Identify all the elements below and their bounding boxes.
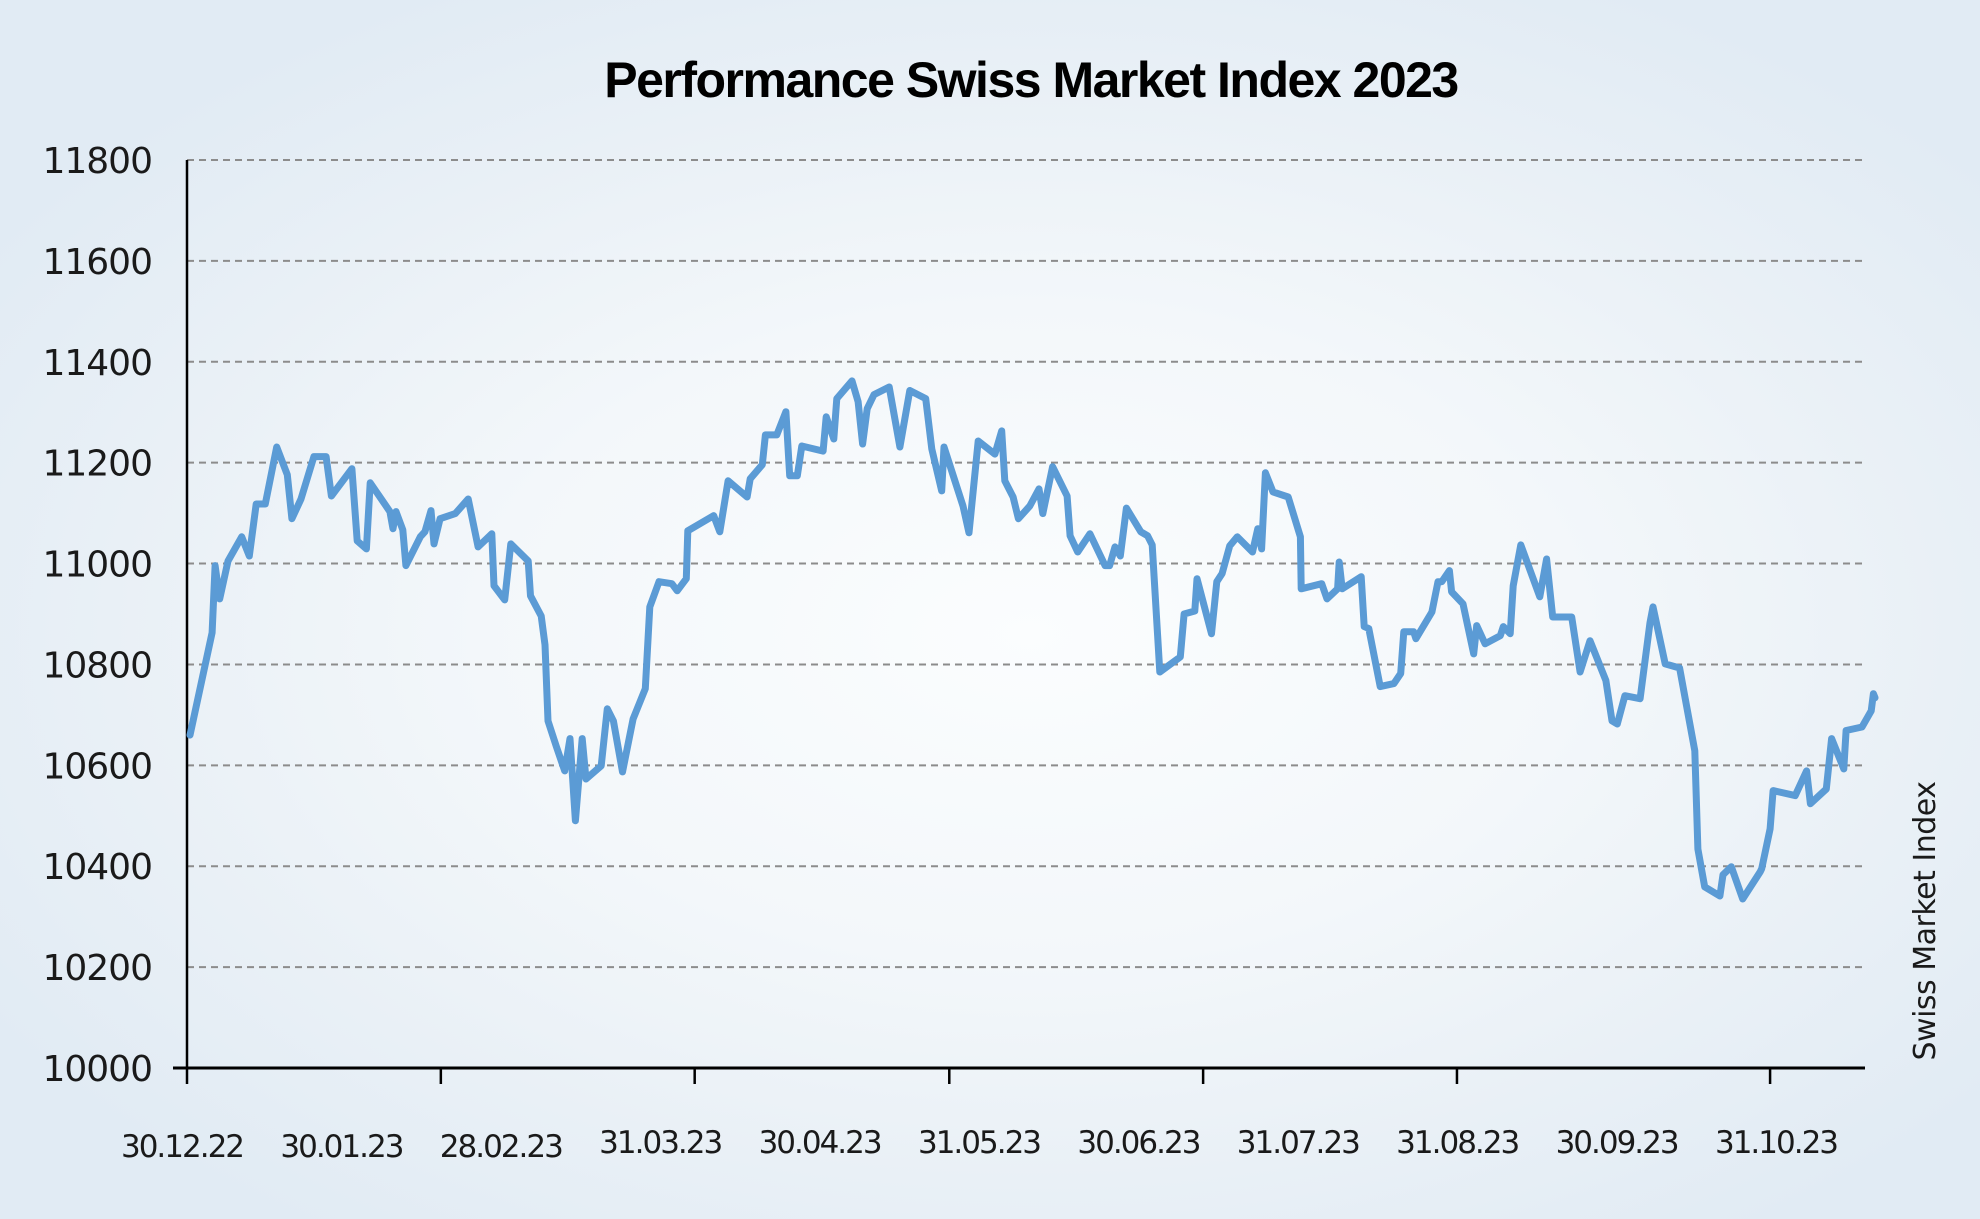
x-tick-label: 31.07.23 <box>1237 1125 1359 1161</box>
y-tick-label: 10200 <box>42 948 152 989</box>
y-tick-label: 11800 <box>42 141 152 182</box>
y-tick-label: 10400 <box>42 847 152 888</box>
series-line-smi <box>186 377 1879 903</box>
x-axis-ticks <box>185 1068 1772 1084</box>
y-tick-label: 11200 <box>42 444 152 485</box>
x-tick-label: 28.02.23 <box>440 1129 562 1165</box>
x-tick-label: 30.04.23 <box>759 1125 881 1161</box>
y-axis-label: Swiss Market Index <box>1908 782 1943 1061</box>
x-tick-label: 31.08.23 <box>1396 1125 1518 1161</box>
y-tick-label: 11000 <box>42 545 152 586</box>
x-tick-label: 30.01.23 <box>280 1129 402 1165</box>
y-tick-label: 10600 <box>42 746 152 787</box>
x-tick-label: 30.06.23 <box>1077 1125 1199 1161</box>
x-tick-label: 30.12.22 <box>121 1129 243 1165</box>
gridlines <box>187 159 1865 969</box>
chart-title: Performance Swiss Market Index 2023 <box>604 52 1458 108</box>
x-tick-label: 31.05.23 <box>918 1125 1040 1161</box>
x-tick-label: 31.03.23 <box>599 1125 721 1161</box>
y-axis-ticks: 10000 10200 10400 10600 10800 11000 11200 11400… <box>42 141 153 1090</box>
x-axis-labels: 30.12.22 30.01.23 28.02.23 31.03.23 30.04.23… <box>121 1125 1839 1165</box>
y-tick-label: 11600 <box>42 242 152 283</box>
x-tick-label: 31.10.23 <box>1715 1125 1837 1161</box>
y-tick-label: 10000 <box>42 1049 152 1090</box>
x-tick-label: 30.09.23 <box>1556 1125 1678 1161</box>
y-tick-label: 11400 <box>42 343 152 384</box>
y-tick-label: 10800 <box>42 645 152 686</box>
